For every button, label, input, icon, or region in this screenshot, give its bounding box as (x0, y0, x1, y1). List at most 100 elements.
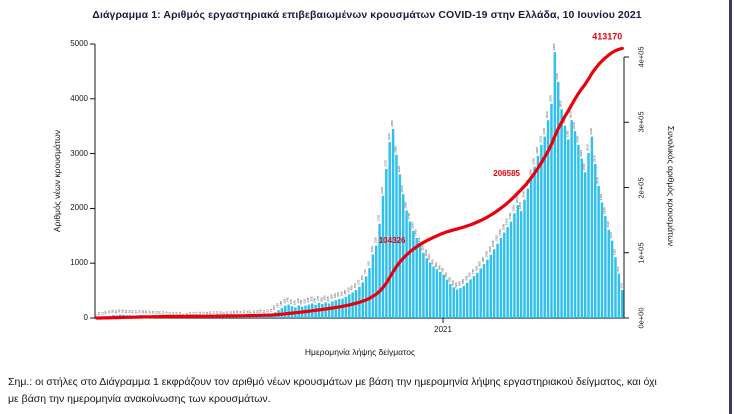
daily-cases-bar (405, 210, 408, 318)
daily-cases-bar (425, 258, 429, 318)
bar-value-label: 39 (245, 310, 249, 314)
daily-cases-bar (435, 269, 439, 318)
daily-cases-bar (459, 288, 462, 318)
bar-value-label: 47 (134, 310, 138, 314)
bar-value-label: 2810 (592, 155, 596, 162)
bar-value-label: 1660 (505, 218, 509, 225)
daily-cases-bar (395, 154, 398, 318)
daily-cases-bar (465, 282, 469, 318)
bar-value-label: 265 (326, 296, 330, 301)
bar-value-label: 17 (195, 311, 199, 315)
daily-cases-bar (472, 276, 476, 318)
daily-cases-bar (573, 131, 577, 318)
bar-value-label: 14 (97, 312, 101, 316)
daily-cases-bar (503, 232, 506, 318)
bar-value-label: 12 (191, 312, 195, 316)
daily-cases-bar (523, 199, 526, 318)
daily-cases-bar (543, 136, 546, 318)
y-right-tick-label: 1e+05 (636, 242, 646, 264)
daily-cases-bar (577, 144, 580, 318)
bar-value-label: 225 (303, 298, 307, 303)
bar-value-label: 2110 (599, 194, 603, 201)
bar-value-label: 58 (121, 309, 125, 313)
bar-value-label: 1310 (417, 237, 421, 244)
daily-cases-bar (378, 223, 381, 318)
y-left-tick-label: 3000 (70, 148, 88, 158)
bar-value-label: 1355 (495, 235, 499, 242)
daily-cases-bar (344, 296, 348, 318)
x-axis-title: Ημερομηνία λήψης δείγματος (304, 347, 416, 357)
daily-cases-bar (334, 300, 338, 318)
daily-cases-bar (442, 274, 445, 318)
bar-value-label: 2980 (394, 146, 398, 153)
bar-value-label: 705 (468, 272, 472, 277)
bar-value-label: 545 (458, 281, 462, 286)
bar-value-label: 2660 (582, 163, 586, 170)
bar-value-label: 145 (276, 303, 280, 308)
bar-value-label: 8 (94, 314, 98, 316)
bar-value-label: 36 (232, 310, 236, 314)
bar-value-label: 905 (478, 261, 482, 266)
bar-value-label: 4850 (552, 43, 556, 50)
bar-value-label: 3410 (572, 122, 576, 129)
bar-value-label: 1320 (373, 237, 377, 244)
bar-value-label: 275 (316, 296, 320, 301)
bar-value-label: 195 (292, 300, 296, 305)
bar-value-label: 18 (205, 311, 209, 315)
bar-value-label: 765 (471, 269, 475, 274)
daily-cases-bar (516, 205, 519, 318)
bar-value-label: 225 (282, 298, 286, 303)
bar-value-label: 1460 (414, 229, 418, 236)
daily-cases-bar (513, 213, 516, 318)
bar-value-label: 49 (262, 310, 266, 314)
bar-value-label: 255 (319, 297, 323, 302)
daily-cases-bar (418, 246, 422, 318)
bar-value-label: 245 (286, 297, 290, 302)
daily-cases-bar (462, 285, 466, 318)
daily-cases-bar (509, 221, 513, 318)
bar-value-label: 1110 (613, 249, 617, 256)
bar-value-label: 32 (228, 311, 232, 315)
bar-value-label: 53 (137, 309, 141, 313)
bar-value-label: 2230 (380, 187, 384, 194)
bar-value-label: 285 (323, 295, 327, 300)
bar-value-label: 1090 (424, 249, 428, 256)
bar-value-label: 840 (437, 265, 441, 270)
bar-value-label: 2760 (532, 158, 536, 165)
daily-cases-bar (567, 139, 570, 318)
bar-value-label: 2410 (596, 177, 600, 184)
bar-value-label: 810 (616, 266, 620, 271)
daily-cases-bar (583, 172, 587, 318)
bar-value-label: 650 (360, 275, 364, 280)
bar-value-label: 430 (346, 287, 350, 292)
daily-cases-bar (590, 136, 594, 318)
daily-cases-bar (388, 142, 391, 318)
daily-cases-bar (486, 259, 489, 318)
bar-value-label: 1950 (518, 202, 522, 209)
bar-value-label: 1010 (427, 254, 431, 261)
bar-value-label: 560 (451, 280, 455, 285)
daily-cases-bar (556, 81, 560, 318)
bar-value-label: 2560 (528, 169, 532, 176)
bar-value-label: 36 (148, 310, 152, 314)
y-right-tick-label: 2e+05 (636, 176, 646, 199)
daily-cases-bar (452, 287, 455, 318)
bar-value-label: 1720 (377, 215, 381, 222)
bar-value-label: 52 (127, 309, 131, 313)
daily-cases-bar (489, 254, 493, 318)
daily-cases-bar (445, 279, 449, 318)
bar-value-label: 1590 (410, 222, 414, 229)
bar-value-label: 30 (104, 311, 108, 315)
bar-value-label: 1160 (370, 246, 374, 253)
y-axis-left-title: Αριθμός νέων κρουσμάτων (52, 129, 62, 233)
bar-value-label: 1255 (491, 240, 495, 247)
daily-cases-bar (479, 268, 482, 318)
daily-cases-bar (617, 273, 621, 318)
bar-value-label: 2260 (400, 185, 404, 192)
bar-value-label: 205 (299, 299, 303, 304)
daily-cases-bar (604, 216, 607, 318)
daily-cases-bar (364, 276, 368, 318)
bar-value-label: 3810 (559, 100, 563, 107)
bar-value-label: 72 (269, 308, 273, 312)
daily-cases-bar (570, 120, 573, 318)
